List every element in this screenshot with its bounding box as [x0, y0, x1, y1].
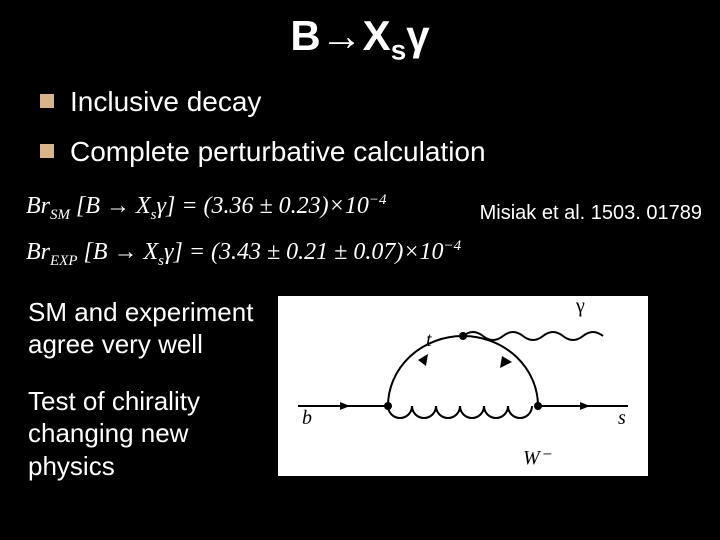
- bullet-text: Inclusive decay: [70, 86, 261, 118]
- label-w: W⁻: [523, 447, 552, 469]
- formula-exp: BrEXP [B → Xsγ] = (3.43 ± 0.21 ± 0.07)×1…: [26, 238, 720, 270]
- page-title: B→Xsγ: [0, 0, 720, 78]
- bullet-list: Inclusive decay Complete perturbative ca…: [0, 78, 720, 168]
- label-b: b: [302, 407, 312, 429]
- bullet-item: Inclusive decay: [40, 86, 720, 118]
- bullet-square-icon: [40, 144, 54, 158]
- bottom-section: SM and experiment agree very well Test o…: [0, 284, 720, 507]
- feynman-diagram: b s t W⁻ γ: [278, 296, 648, 476]
- left-text-column: SM and experiment agree very well Test o…: [28, 296, 258, 507]
- bullet-text: Complete perturbative calculation: [70, 136, 486, 168]
- label-gamma: γ: [575, 296, 585, 317]
- label-t: t: [426, 329, 432, 351]
- text-block-agree: SM and experiment agree very well: [28, 296, 258, 361]
- label-s: s: [618, 407, 626, 429]
- citation-text: Misiak et al. 1503. 01789: [480, 202, 702, 225]
- bullet-square-icon: [40, 94, 54, 108]
- text-block-chirality: Test of chirality changing new physics: [28, 385, 258, 483]
- bullet-item: Complete perturbative calculation: [40, 136, 720, 168]
- formulas-block: BrSM [B → Xsγ] = (3.36 ± 0.23)×10−4 BrEX…: [0, 186, 720, 270]
